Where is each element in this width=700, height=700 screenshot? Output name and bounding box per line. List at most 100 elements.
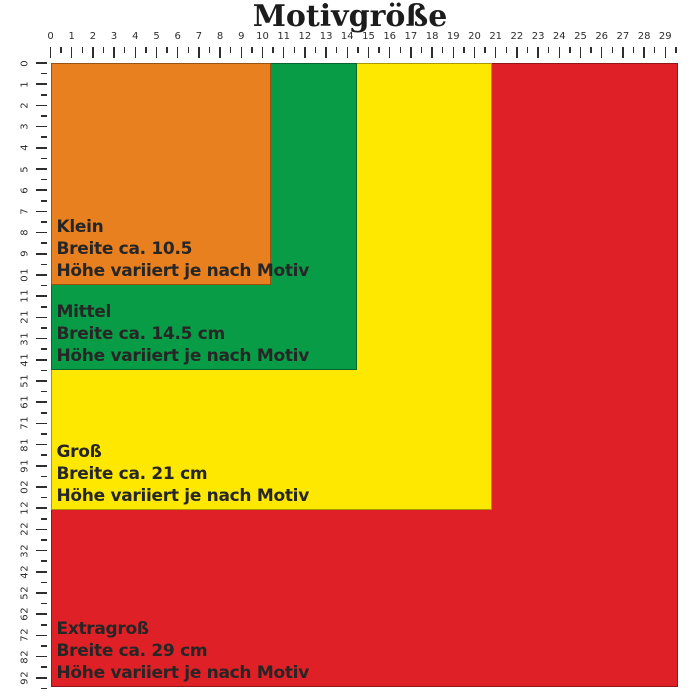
left-ruler-tick <box>41 242 47 244</box>
top-ruler-tick <box>346 47 349 58</box>
top-ruler-number: 17 <box>404 31 418 42</box>
top-ruler-number: 1 <box>68 31 75 42</box>
top-ruler-tick <box>219 47 221 58</box>
left-ruler-tick <box>36 104 47 107</box>
left-ruler-tick <box>36 295 47 297</box>
top-ruler-tick <box>155 47 158 58</box>
left-ruler-tick <box>41 687 47 690</box>
top-ruler-tick <box>208 47 211 53</box>
size-label-mittel: Mittel Breite ca. 14.5 cm Höhe variiert je… <box>57 301 310 367</box>
size-label-line: Mittel <box>56 302 112 322</box>
top-ruler-tick <box>282 47 285 58</box>
top-ruler-number: 4 <box>132 31 139 42</box>
top-ruler-tick <box>49 47 52 58</box>
top-ruler-number: 26 <box>595 31 609 42</box>
left-ruler-tick <box>41 178 47 181</box>
top-ruler-number: 9 <box>238 31 245 42</box>
left-ruler-tick <box>41 602 47 605</box>
top-ruler-tick <box>378 47 380 53</box>
top-ruler-tick <box>357 47 359 53</box>
top-ruler-tick <box>92 47 94 58</box>
top-ruler-tick <box>547 47 550 53</box>
left-ruler-tick <box>41 496 47 499</box>
left-ruler-tick <box>41 200 47 202</box>
top-ruler-number: 24 <box>552 31 566 42</box>
top-ruler-tick <box>494 47 497 58</box>
top-ruler-number: 25 <box>574 31 587 42</box>
top-ruler-tick <box>261 47 264 58</box>
left-ruler-tick <box>41 306 47 308</box>
top-ruler-tick <box>229 47 232 53</box>
top-ruler-number: 27 <box>616 31 630 42</box>
left-ruler-number: 1 <box>19 81 31 88</box>
size-label-line: Extragroß <box>56 619 150 639</box>
top-ruler-tick <box>463 47 465 53</box>
top-ruler-number: 7 <box>195 31 203 42</box>
top-ruler-tick <box>367 47 370 58</box>
left-ruler-tick <box>41 115 47 117</box>
left-ruler-number: 6 <box>19 187 31 194</box>
top-ruler-tick <box>632 47 635 53</box>
top-ruler-number: 19 <box>446 31 460 42</box>
top-ruler-tick <box>81 47 84 53</box>
top-ruler-tick <box>240 47 243 58</box>
top-ruler-tick <box>431 47 433 58</box>
size-label-line: Klein <box>56 217 104 237</box>
left-ruler-tick <box>41 645 47 647</box>
size-label-extragross: Extragroß Breite ca. 29 cm Höhe variiert j… <box>57 618 310 684</box>
left-ruler-tick <box>36 549 47 552</box>
left-ruler-tick <box>36 147 47 149</box>
top-ruler-tick <box>484 47 486 53</box>
left-ruler-tick <box>36 253 47 255</box>
top-ruler-tick <box>622 47 624 58</box>
left-ruler-tick <box>36 486 47 488</box>
top-ruler-number: 3 <box>110 31 118 42</box>
left-ruler-number: 0 <box>19 59 31 67</box>
top-ruler-number: 23 <box>531 31 545 42</box>
left-ruler-number: 5 <box>19 165 31 173</box>
top-ruler-number: 12 <box>298 31 312 42</box>
top-ruler-tick <box>134 47 137 58</box>
left-ruler-tick <box>41 94 47 96</box>
top-ruler-tick <box>505 47 508 53</box>
top-ruler-number: 10 <box>256 31 269 42</box>
top-ruler-tick <box>123 47 126 53</box>
top-ruler-tick <box>113 47 115 58</box>
left-ruler-tick <box>41 433 47 435</box>
size-label-line: Höhe variiert je nach Motiv <box>56 486 310 506</box>
top-ruler-tick <box>452 47 455 58</box>
top-ruler-number: 13 <box>319 31 333 42</box>
top-ruler-number: 0 <box>47 31 54 42</box>
left-ruler-tick <box>36 380 47 382</box>
left-ruler-tick <box>36 316 47 319</box>
left-ruler-tick <box>41 327 47 329</box>
top-ruler-tick <box>198 47 200 58</box>
left-ruler-tick <box>41 666 47 668</box>
left-ruler-tick <box>41 221 47 223</box>
left-ruler-tick <box>41 136 47 138</box>
top-ruler-number: 28 <box>637 31 651 42</box>
top-ruler-tick <box>60 47 62 53</box>
left-ruler-tick <box>36 443 47 446</box>
left-ruler-tick <box>36 337 47 340</box>
left-ruler-tick <box>41 539 47 541</box>
top-ruler-tick <box>388 47 391 58</box>
left-ruler-tick <box>36 507 47 509</box>
top-ruler-tick <box>611 47 614 53</box>
top-ruler-number: 2 <box>89 31 97 42</box>
top-ruler-number: 21 <box>489 31 503 42</box>
top-ruler-tick <box>166 47 168 53</box>
